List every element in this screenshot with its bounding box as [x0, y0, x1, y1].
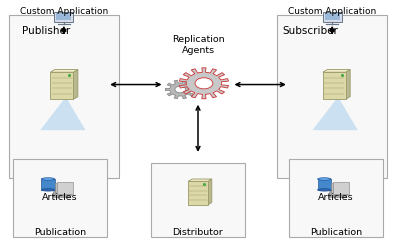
Bar — [289, 158, 383, 237]
Polygon shape — [50, 69, 78, 72]
Text: Publication: Publication — [310, 228, 362, 237]
Bar — [318, 179, 331, 190]
Polygon shape — [312, 97, 358, 130]
Bar — [55, 183, 71, 195]
Bar — [57, 182, 72, 194]
Text: Articles: Articles — [42, 193, 78, 202]
Bar — [56, 13, 71, 20]
Bar — [325, 13, 340, 20]
Text: Distributor: Distributor — [173, 228, 223, 237]
Circle shape — [175, 86, 186, 93]
Text: Articles: Articles — [318, 193, 354, 202]
Bar — [150, 163, 246, 237]
Bar — [9, 15, 119, 178]
Bar — [323, 12, 342, 22]
Text: Subscriber: Subscriber — [283, 26, 339, 36]
Polygon shape — [179, 68, 228, 99]
Polygon shape — [323, 69, 350, 72]
Polygon shape — [73, 69, 78, 99]
Text: Custom Application: Custom Application — [20, 7, 108, 16]
Polygon shape — [40, 97, 86, 130]
Bar — [333, 182, 349, 194]
Polygon shape — [50, 72, 73, 99]
Ellipse shape — [318, 178, 331, 180]
Polygon shape — [188, 179, 212, 181]
Text: Replication
Agents: Replication Agents — [172, 35, 224, 55]
Polygon shape — [166, 80, 195, 99]
Bar — [53, 184, 69, 196]
Text: Publisher: Publisher — [23, 26, 70, 36]
Text: Custom Application: Custom Application — [288, 7, 376, 16]
Bar — [54, 12, 73, 22]
Ellipse shape — [41, 178, 55, 180]
Polygon shape — [188, 181, 208, 205]
Circle shape — [195, 78, 213, 89]
Polygon shape — [346, 69, 350, 99]
Bar — [41, 179, 55, 190]
Bar — [277, 15, 387, 178]
Ellipse shape — [318, 188, 331, 191]
Bar — [331, 183, 347, 195]
Bar — [329, 184, 345, 196]
Text: Publication: Publication — [34, 228, 86, 237]
Polygon shape — [323, 72, 346, 99]
Bar — [13, 158, 107, 237]
Polygon shape — [208, 179, 212, 205]
Ellipse shape — [41, 188, 55, 191]
